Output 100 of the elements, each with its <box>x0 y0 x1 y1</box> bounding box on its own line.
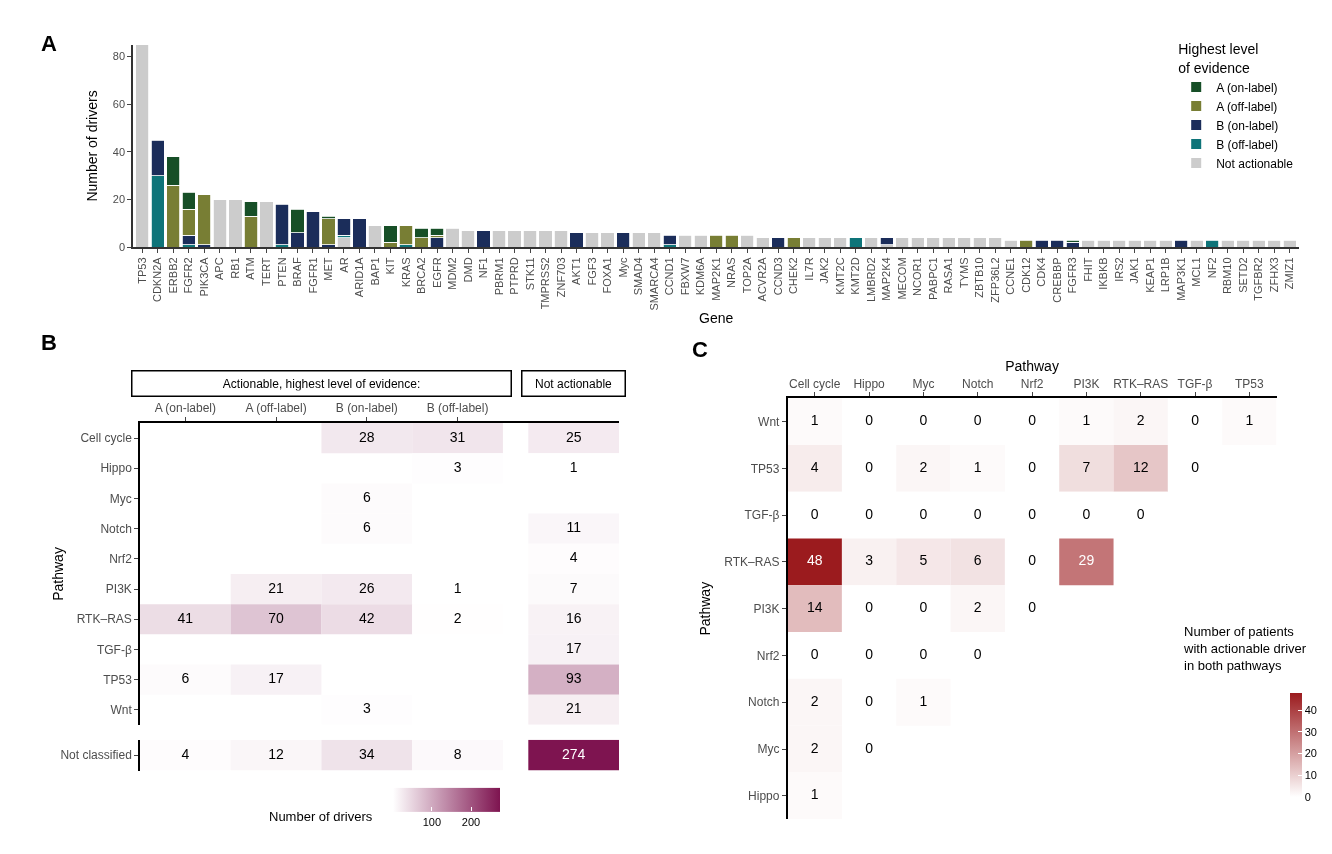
x-tick-label: KMT2D <box>849 257 862 295</box>
y-tick-label: Cell cycle <box>80 431 133 446</box>
data-label: 3 <box>865 552 874 569</box>
data-label: 7 <box>569 579 578 596</box>
data-label: 0 <box>973 412 982 429</box>
x-tick-label: RB1 <box>229 257 241 279</box>
x-tick-label: NRAS <box>725 257 738 288</box>
y-tick-label: TP53 <box>750 461 780 476</box>
x-tick-label: AR <box>337 257 350 273</box>
x-axis-title: Pathway <box>1005 357 1059 374</box>
x-tick-label: ACVR2A <box>756 256 769 302</box>
x-tick-label: IL7R <box>802 257 815 281</box>
data-label: 21 <box>565 700 582 717</box>
x-tick-label: MAP2K4 <box>880 257 893 301</box>
data-label: 42 <box>359 609 375 626</box>
y-tick-label: TGF-β <box>744 508 780 523</box>
x-tick-label: FGFR2 <box>182 257 195 294</box>
data-label: 0 <box>865 645 874 662</box>
legend-label: B (on-label) <box>1216 118 1279 133</box>
x-tick-label: PTEN <box>275 257 288 287</box>
y-tick-label: Not classified <box>60 748 132 763</box>
x-tick-label: SMAD4 <box>632 257 645 296</box>
x-tick-label: A (on-label) <box>154 401 217 416</box>
y-tick-label: TP53 <box>103 672 133 687</box>
data-label: 0 <box>1028 458 1037 475</box>
y-tick-label: Hippo <box>748 789 780 804</box>
x-tick-label: MET <box>322 257 335 281</box>
data-label: 41 <box>177 609 194 626</box>
data-label: 0 <box>1136 505 1145 522</box>
x-tick-label: FHIT <box>1081 257 1094 282</box>
x-tick-label: CDKN2A <box>151 256 164 303</box>
data-label: 0 <box>1028 505 1037 522</box>
data-label: 0 <box>865 412 874 429</box>
data-label: 2 <box>973 599 982 616</box>
data-label: 70 <box>268 609 285 626</box>
x-tick-label: FGF3 <box>585 257 598 286</box>
data-label: 1 <box>810 412 819 429</box>
x-tick-label: KEAP1 <box>1143 257 1156 293</box>
data-label: 93 <box>565 670 582 687</box>
x-tick-label: STK11 <box>523 257 536 291</box>
data-label: 4 <box>181 745 190 762</box>
x-tick-label: CCND1 <box>663 257 676 296</box>
data-label: 0 <box>865 505 874 522</box>
data-label: 6 <box>362 488 371 505</box>
x-tick-label: TOP2A <box>740 256 753 294</box>
x-tick-label: ZMIZ1 <box>1283 257 1296 290</box>
data-label: 1 <box>973 458 982 475</box>
y-tick-label: 0 <box>119 241 126 254</box>
data-label: 0 <box>865 458 874 475</box>
text: C <box>692 337 708 362</box>
color-bar-label: 10 <box>1304 768 1317 781</box>
x-tick-label: B (on-label) <box>335 401 398 416</box>
data-label: 0 <box>1028 599 1037 616</box>
data-label: 1 <box>1245 412 1254 429</box>
x-tick-label: RBM10 <box>1221 257 1234 295</box>
y-tick-label: Wnt <box>110 702 133 717</box>
x-tick-label: RASA1 <box>942 257 955 294</box>
y-tick-label: Wnt <box>758 414 781 429</box>
y-tick-label: Nrf2 <box>756 648 780 663</box>
x-tick-label: Myc <box>616 256 629 278</box>
x-tick-label: KDM6A <box>694 256 707 296</box>
color-bar-title: Number of patients with actionable driver in both pathways <box>1183 624 1307 673</box>
x-tick-label: JAK1 <box>1128 257 1141 284</box>
y-tick-label: PI3K <box>105 582 132 597</box>
x-tick-label: EGFR <box>430 257 443 288</box>
color-bar-label: 40 <box>1304 703 1317 716</box>
y-axis-title: Number of drivers <box>83 90 100 202</box>
data-label: 48 <box>806 552 823 569</box>
data-label: 25 <box>565 428 582 445</box>
x-tick-label: CCNE1 <box>1004 257 1017 295</box>
x-tick-label: B (off-label) <box>426 401 489 416</box>
data-label: 0 <box>919 412 928 429</box>
x-tick-label: APC <box>213 257 226 281</box>
data-label: 12 <box>268 745 285 762</box>
text: B <box>41 330 57 355</box>
data-label: 2 <box>1136 412 1145 429</box>
x-tick-label: PTPRD <box>508 257 521 295</box>
x-tick-label: KMT2C <box>833 257 846 295</box>
data-label: 1 <box>569 458 578 475</box>
x-tick-label: NCOR1 <box>911 257 924 296</box>
data-label: 0 <box>865 739 874 756</box>
color-bar-label: 200 <box>461 815 481 828</box>
text: Not actionable <box>535 376 613 391</box>
data-label: 0 <box>1082 505 1091 522</box>
x-tick-label: TP53 <box>1235 376 1265 391</box>
y-tick-label: Notch <box>748 695 780 710</box>
x-axis-title: Gene <box>699 310 734 327</box>
data-label: 0 <box>919 645 928 662</box>
data-label: 274 <box>561 745 586 762</box>
x-tick-label: LRP1B <box>1159 257 1172 293</box>
x-tick-label: ZNF703 <box>554 257 567 298</box>
data-label: 0 <box>865 692 874 709</box>
x-tick-label: ZFP36L2 <box>988 257 1001 303</box>
x-tick-label: FBXW7 <box>678 257 691 296</box>
x-tick-label: Myc <box>912 376 935 391</box>
x-tick-label: Cell cycle <box>789 376 841 391</box>
color-bar-label: 0 <box>1304 790 1311 803</box>
legend-title: Highest level of evidence <box>1178 41 1259 76</box>
y-tick-label: Myc <box>757 742 780 757</box>
data-label: 0 <box>1028 552 1037 569</box>
